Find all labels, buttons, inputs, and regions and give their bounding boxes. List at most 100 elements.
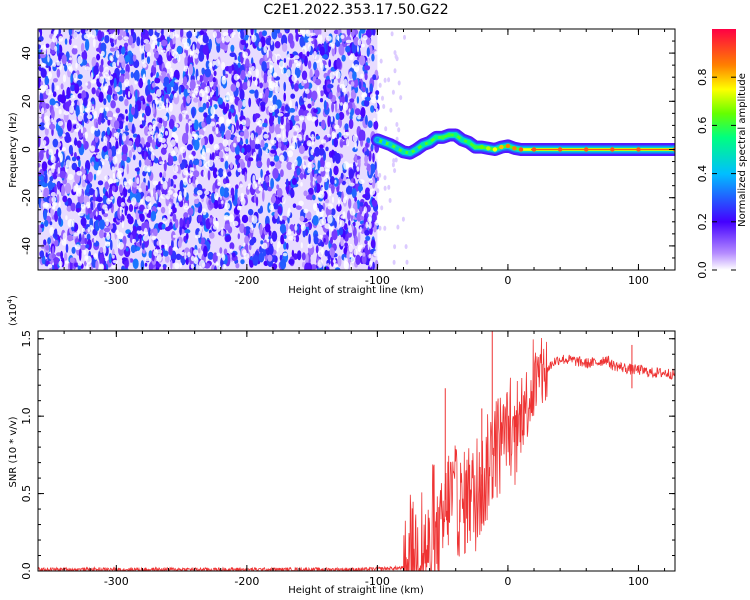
noise-blob — [96, 53, 101, 61]
noise-gap — [183, 189, 187, 198]
noise-blob — [44, 219, 49, 227]
noise-gap — [166, 98, 169, 104]
noise-blob — [59, 170, 66, 179]
noise-blob — [397, 80, 401, 86]
noise-blob — [237, 29, 242, 33]
noise-gap — [54, 102, 59, 109]
noise-gap — [113, 113, 117, 117]
ridge-point — [447, 132, 452, 138]
noise-gap — [348, 225, 352, 234]
noise-blob — [121, 257, 127, 262]
noise-blob — [349, 98, 355, 103]
noise-gap — [225, 152, 229, 160]
noise-blob — [304, 262, 311, 270]
noise-blob — [246, 144, 252, 153]
noise-gap — [243, 51, 249, 58]
noise-gap — [275, 53, 281, 61]
noise-blob — [113, 77, 117, 90]
noise-blob — [80, 42, 85, 53]
noise-gap — [85, 82, 89, 86]
noise-gap — [193, 257, 199, 265]
noise-gap — [174, 262, 180, 270]
noise-blob — [234, 144, 240, 155]
noise-blob — [223, 190, 230, 198]
noise-blob — [236, 119, 239, 131]
noise-blob — [249, 239, 255, 246]
noise-blob — [82, 233, 85, 243]
noise-gap — [162, 217, 168, 224]
noise-gap — [233, 220, 239, 226]
noise-blob — [66, 86, 71, 98]
noise-gap — [330, 114, 333, 123]
noise-blob — [341, 180, 346, 185]
noise-gap — [286, 69, 291, 78]
noise-blob — [132, 258, 139, 270]
noise-blob — [211, 152, 215, 161]
noise-gap — [370, 93, 376, 100]
noise-blob — [161, 223, 166, 230]
noise-gap — [112, 155, 118, 165]
noise-blob — [134, 167, 140, 172]
noise-blob — [132, 54, 137, 62]
noise-blob — [45, 245, 50, 251]
noise-blob — [365, 87, 369, 95]
noise-blob — [283, 234, 287, 239]
noise-blob — [77, 74, 83, 80]
noise-blob — [150, 72, 153, 78]
noise-blob — [371, 53, 375, 62]
noise-blob — [66, 205, 72, 212]
noise-blob — [348, 219, 351, 226]
noise-gap — [349, 253, 352, 258]
noise-blob — [299, 215, 305, 222]
noise-blob — [71, 162, 78, 171]
noise-gap — [205, 147, 211, 153]
noise-gap — [121, 220, 124, 229]
noise-blob — [135, 89, 138, 102]
noise-blob — [131, 123, 135, 135]
noise-gap — [215, 261, 218, 267]
noise-blob — [219, 186, 225, 197]
noise-blob — [74, 83, 80, 94]
noise-gap — [58, 109, 62, 115]
noise-gap — [296, 134, 302, 139]
noise-gap — [345, 195, 348, 200]
noise-gap — [47, 264, 53, 268]
noise-gap — [258, 187, 264, 192]
noise-gap — [340, 215, 346, 219]
noise-blob — [45, 252, 48, 258]
noise-gap — [190, 255, 195, 262]
noise-blob — [49, 175, 54, 182]
noise-blob — [169, 80, 175, 88]
noise-blob — [382, 104, 386, 109]
noise-gap — [289, 99, 292, 109]
noise-gap — [176, 202, 179, 208]
noise-gap — [293, 55, 300, 60]
noise-gap — [269, 97, 273, 102]
noise-gap — [77, 211, 84, 217]
noise-blob — [367, 120, 373, 128]
noise-blob — [54, 210, 59, 222]
noise-blob — [364, 65, 371, 71]
noise-gap — [89, 224, 93, 230]
noise-blob — [331, 229, 338, 241]
noise-blob — [376, 188, 380, 194]
noise-blob — [99, 253, 103, 265]
noise-blob — [178, 86, 182, 95]
noise-blob — [185, 233, 189, 240]
noise-gap — [63, 110, 69, 116]
noise-blob — [49, 50, 56, 55]
noise-blob — [235, 184, 239, 190]
noise-blob — [323, 100, 327, 111]
noise-gap — [293, 236, 296, 242]
noise-blob — [229, 162, 233, 170]
ridge-point — [531, 147, 537, 152]
noise-gap — [333, 263, 339, 267]
noise-gap — [191, 167, 195, 172]
ridge-point — [394, 146, 400, 151]
noise-gap — [331, 43, 335, 49]
noise-blob — [202, 102, 207, 110]
noise-gap — [302, 29, 306, 38]
noise-gap — [181, 251, 185, 257]
noise-blob — [225, 129, 232, 141]
